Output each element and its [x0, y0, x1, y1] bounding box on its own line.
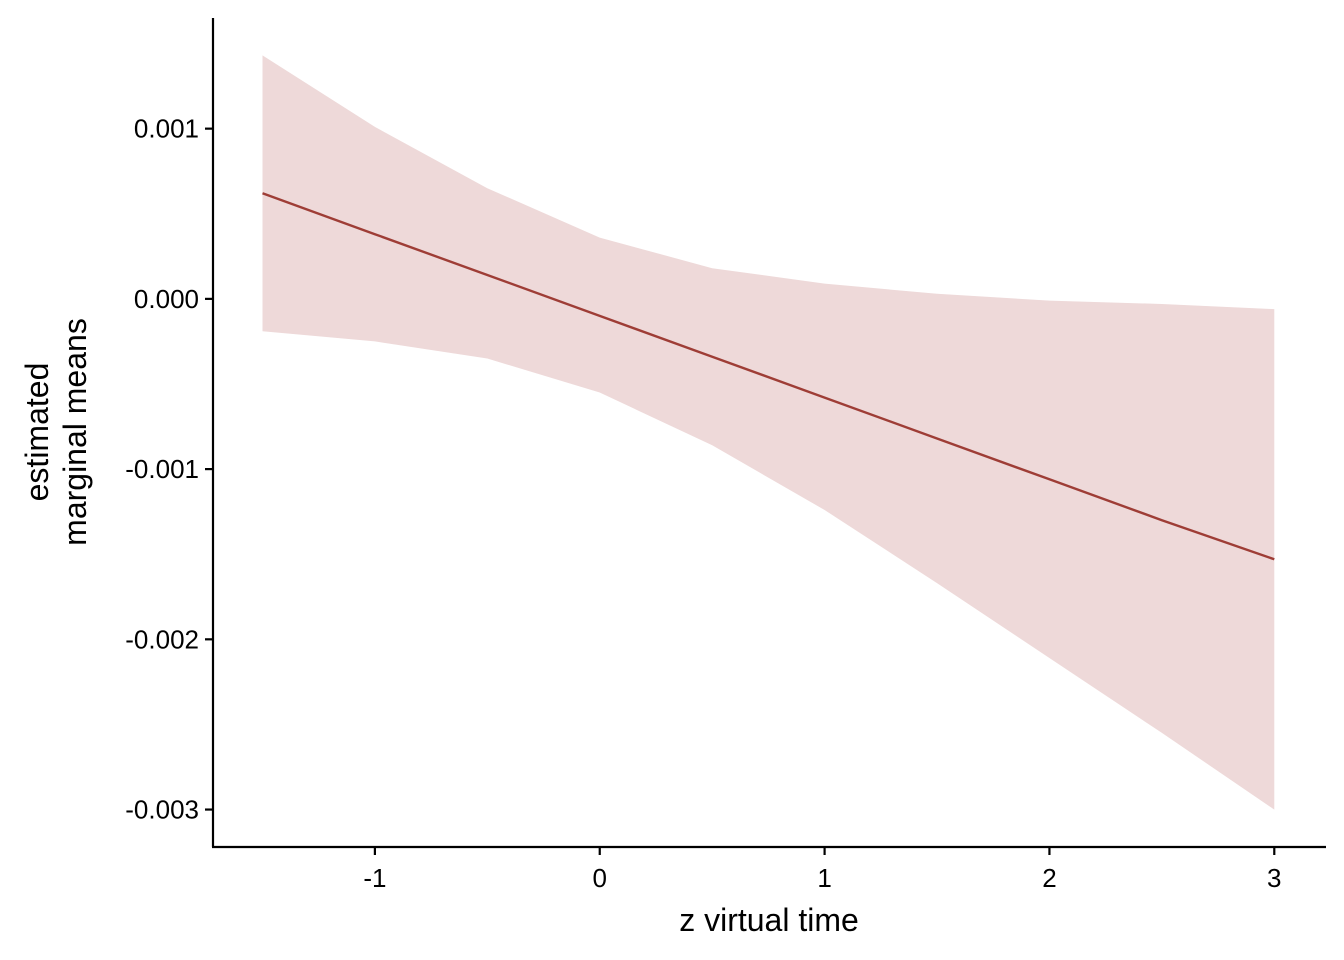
y-axis-title-line-2: marginal means	[57, 318, 93, 546]
x-tick-label: -1	[363, 863, 386, 893]
y-tick-label: -0.002	[125, 624, 199, 654]
x-tick-label: 3	[1267, 863, 1281, 893]
y-tick-label: -0.001	[125, 454, 199, 484]
x-axis-title: z virtual time	[679, 902, 859, 938]
y-axis-title: estimated marginal means	[19, 318, 93, 546]
x-tick-label: 0	[593, 863, 607, 893]
y-axis: 0.001 0.000 -0.001 -0.002 -0.003	[125, 114, 213, 825]
x-axis: -1 0 1 2 3	[363, 847, 1282, 893]
x-tick-label: 2	[1042, 863, 1056, 893]
confidence-band	[262, 55, 1275, 810]
y-tick-label: -0.003	[125, 795, 199, 825]
y-tick-label: 0.001	[134, 114, 199, 144]
fit-line	[262, 192, 1275, 561]
plot-area	[262, 55, 1275, 810]
y-axis-title-line-1: estimated	[19, 363, 55, 502]
x-tick-label: 1	[817, 863, 831, 893]
y-tick-label: 0.000	[134, 284, 199, 314]
